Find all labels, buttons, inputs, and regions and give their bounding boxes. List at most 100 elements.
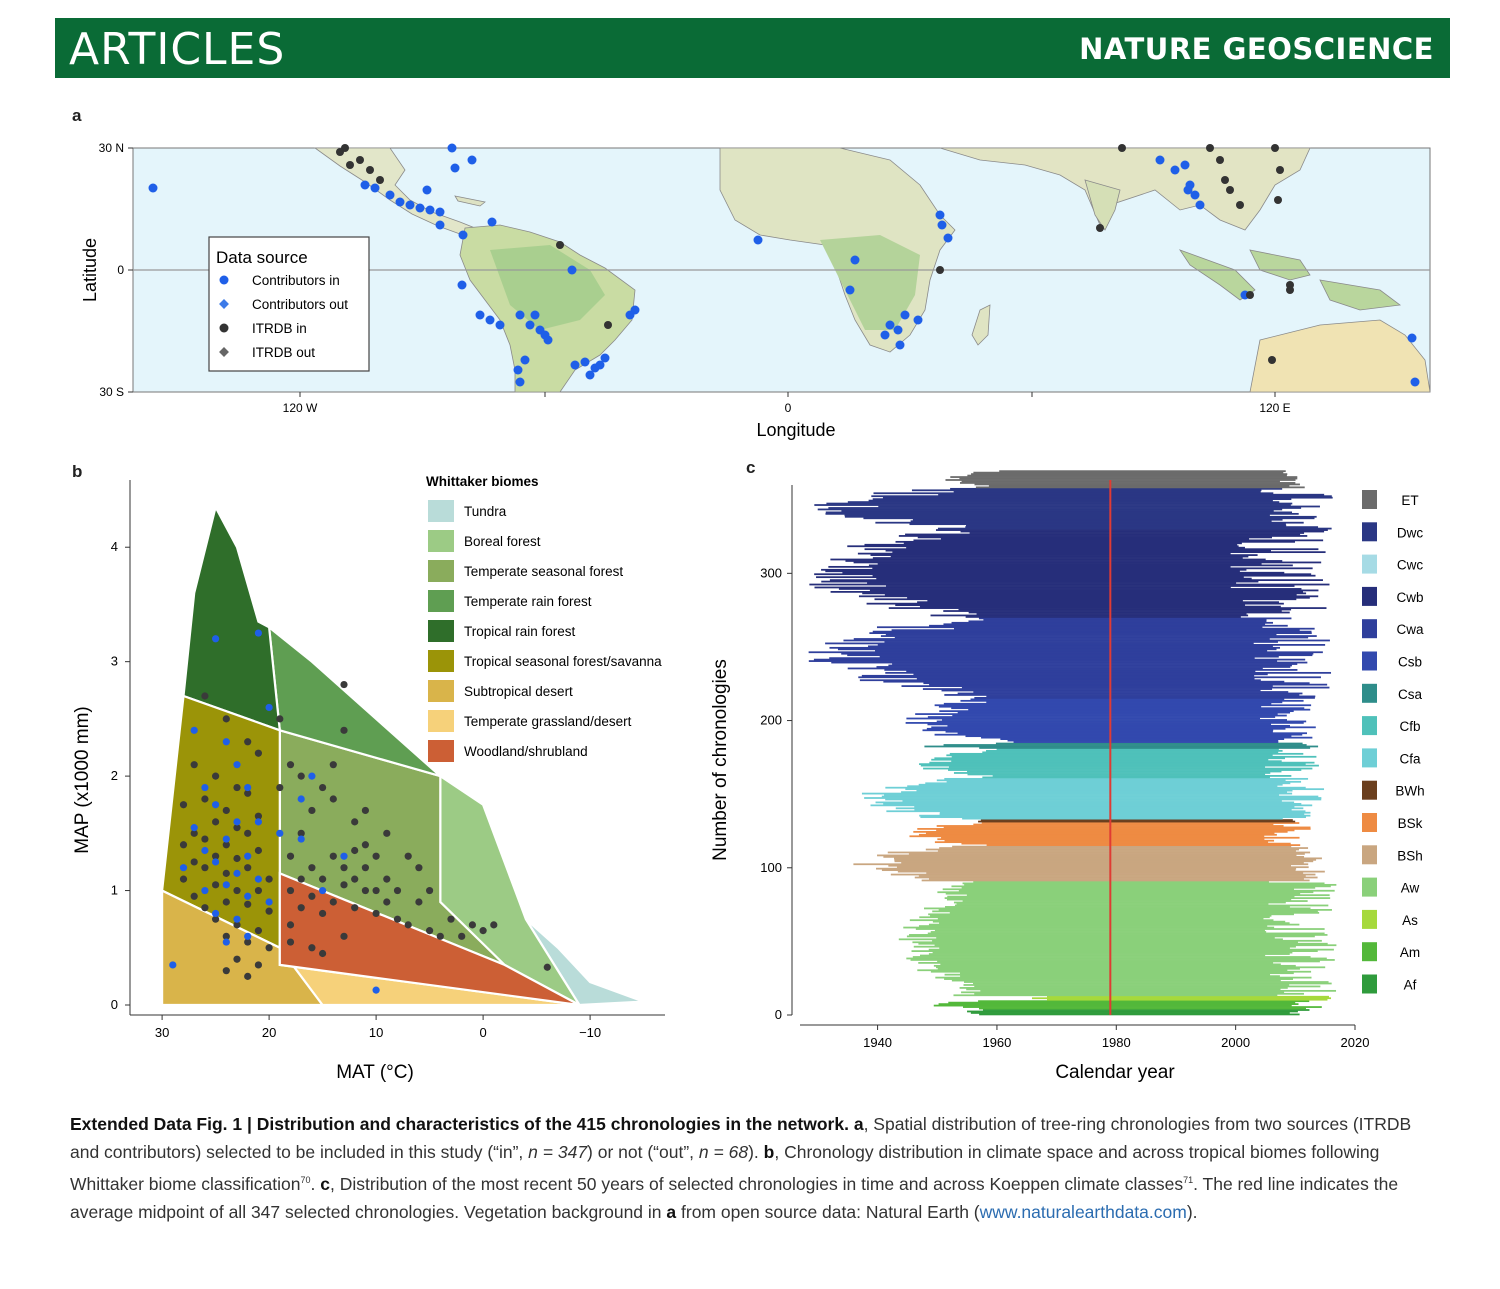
chronology-bar-cwa [884,669,1298,671]
biome-point-itrdb [297,875,305,883]
map-point-contributor-in [913,315,923,325]
natural-earth-link[interactable]: www.naturalearthdata.com [979,1201,1187,1222]
chronology-bar-aw [930,931,1267,933]
koeppen-legend: ET Dwc Cwc Cwb Cwa Csb Csa Cfb Cfa BWh BSk BSh Aw As A… [1362,490,1425,994]
chronology-bar-aw [918,962,1274,964]
chronology-bar-cwa [901,685,1273,687]
chronology-bar-et [974,483,1300,486]
biome-point-itrdb [436,932,444,940]
chronology-bar-cwb [958,608,1292,611]
map-point-contributor-in [458,230,468,240]
lon-tick-120e: 120 E [1259,401,1290,415]
map-point-contributor-in [395,197,405,207]
chronology-bar-aw [966,988,1281,991]
biome-point-contributor [265,703,273,712]
biome-x-tick-label: −10 [579,1025,601,1040]
chronology-bar-aw [928,923,1300,926]
chronology-bar-bsh [896,866,1309,869]
chronology-bar-dwc [844,515,1317,518]
chronology-bar-bsk [981,822,1300,824]
koeppen-legend-label: Csa [1398,687,1422,702]
biome-point-itrdb [254,927,262,935]
biome-point-itrdb [447,915,455,923]
chronology-bar-aw [906,957,1327,960]
lat-tick-30n: 30 N [99,141,124,155]
biome-point-itrdb [190,892,198,900]
chronology-bar-cfa [881,795,1319,798]
chronology-bar-cwa [954,627,1315,630]
chronology-bar-bsh [894,858,1317,861]
chronology-bar-cfb [931,758,1269,761]
map-point-contributor-in [943,233,953,243]
chronology-bar-cwa [883,680,1285,683]
biome-point-itrdb [340,881,348,889]
chronology-bar-aw [972,982,1332,985]
chronology-bar-cwb [842,571,1285,574]
chronology-bar-aw [951,885,1331,888]
panel-label-c: c [746,458,756,477]
biome-legend-swatch [428,500,454,522]
chronology-x-tick-label: 2020 [1341,1035,1370,1050]
chronology-bar-aw [961,886,1316,889]
chronology-bar-cfa [870,804,1313,807]
map-point-contributor-in [513,365,523,375]
chronology-bar-cwb [870,554,1258,556]
biome-point-itrdb [233,921,241,929]
map-point-contributor-in [567,265,577,275]
chronology-bar-cwb [830,591,1303,593]
map-point-contributor-in [845,285,855,295]
biome-point-itrdb [415,898,423,906]
biome-legend-swatch [428,710,454,732]
koeppen-legend-label: ET [1401,493,1418,508]
chronology-bar-cwb [868,564,1293,567]
chronology-bar-aw [974,985,1321,988]
chronology-bar-cwb [825,570,1240,573]
chronology-bar-dwc [910,520,1272,523]
chronology-bar-af [970,1012,1290,1014]
chronology-bar-bsk [941,836,1300,839]
chronology-bar-cwa [957,692,1303,695]
biome-point-itrdb [308,944,316,952]
koeppen-legend-swatch [1362,813,1377,832]
biome-legend-swatch [428,530,454,552]
map-point-itrdb-in [1274,196,1282,204]
chronology-bar-csb [960,699,1304,702]
chronology-bar-aw [912,956,1311,958]
chronology-bar-cwa [961,686,1330,689]
biome-point-contributor [340,852,348,860]
biome-axes: 30 20 10 0 −10 0 1 2 3 4 [111,480,665,1040]
chronology-bar-cwa [875,649,1268,652]
biome-point-itrdb [233,783,241,792]
chronology-bar-cwa [885,633,1277,636]
caption-ref-c: 71 [1183,1175,1194,1185]
chronology-x-tick-label: 1960 [982,1035,1011,1050]
koeppen-legend-label: BSh [1397,848,1423,863]
map-point-itrdb-in [1096,224,1104,232]
biome-legend-swatch [428,680,454,702]
chronology-bar-aw [917,969,1288,972]
biome-legend-label: Tropical rain forest [464,624,576,639]
chronology-bar-aw [944,973,1271,976]
biome-legend-swatch [428,560,454,582]
map-point-contributor-in [595,360,605,370]
chronology-bar-bsh [890,873,1316,876]
chronology-ylabel: Number of chronologies [710,659,731,861]
chronology-bar-af [967,1010,1298,1013]
biome-x-tick-label: 10 [369,1025,383,1040]
chronology-bar-cwb [862,592,1307,595]
chronology-bar-dwc [950,487,1283,490]
biome-point-itrdb [308,864,316,872]
chronology-bar-aw [962,900,1308,902]
biome-point-contributor [254,875,262,883]
biome-point-itrdb [329,852,337,860]
map-point-contributor-in [405,200,415,210]
biome-point-itrdb [286,761,295,769]
chronology-bar-cfb [953,772,1271,774]
chronology-bar-csb [986,701,1283,704]
chronology-bar-bsh [876,867,1297,870]
chronology-bar-cwa [853,638,1270,640]
koeppen-legend-swatch [1362,845,1377,865]
biome-point-itrdb [468,921,476,929]
chronology-bar-csa [995,742,1303,745]
map-point-contributor-in [1407,333,1417,343]
